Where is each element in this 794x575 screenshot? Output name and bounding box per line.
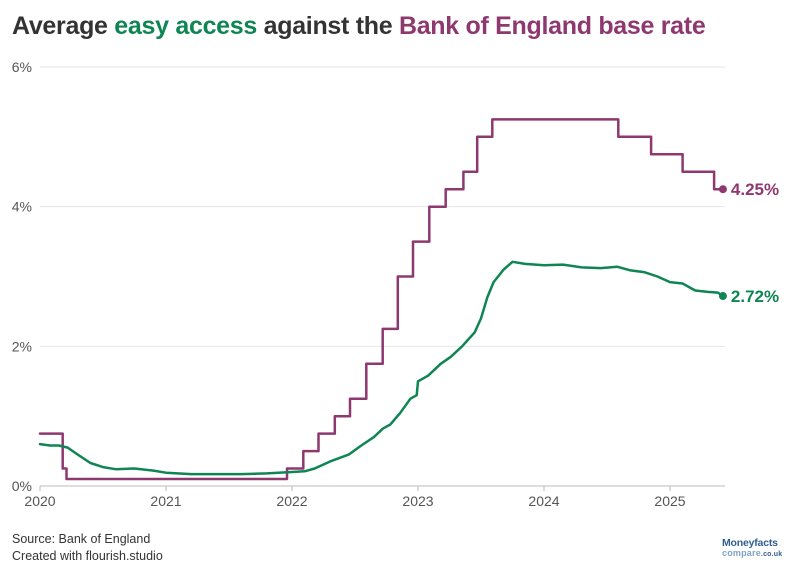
- logo-line-1: Moneyfacts: [722, 537, 778, 549]
- x-tick-label: 2021: [150, 493, 181, 509]
- x-tick-label: 2022: [276, 493, 307, 509]
- easy-access-end-point: [718, 292, 727, 301]
- base-rate-end-point: [718, 185, 727, 194]
- y-tick-label: 6%: [12, 59, 32, 75]
- logo-line-2: compare.co.uk: [722, 548, 782, 560]
- flourish-credit[interactable]: Created with flourish.studio: [12, 549, 163, 563]
- easy-access-end-label: 2.72%: [731, 287, 779, 306]
- gridlines: [40, 66, 725, 347]
- x-tick-label: 2023: [402, 493, 433, 509]
- y-tick-label: 2%: [12, 338, 32, 354]
- logo-domain: .co.uk: [760, 551, 783, 558]
- series: [38, 118, 727, 481]
- x-tick-label: 2020: [24, 493, 55, 509]
- logo-compare: compare: [722, 548, 761, 558]
- footer: Source: Bank of England Created with flo…: [12, 531, 163, 565]
- title-part-against: against the: [256, 12, 399, 40]
- source-note: Source: Bank of England: [12, 532, 151, 546]
- chart-title: Average easy access against the Bank of …: [12, 12, 706, 41]
- base-rate-end-label: 4.25%: [731, 180, 779, 199]
- x-tick-label: 2025: [654, 493, 685, 509]
- title-part-easy-access: easy access: [114, 12, 257, 40]
- title-part-average: Average: [12, 12, 115, 40]
- axes: 0% 2% 4% 6% 2020 2021 2022 2023 2024 2025: [12, 59, 725, 509]
- x-tick-label: 2024: [528, 493, 559, 509]
- moneyfacts-logo[interactable]: Moneyfacts compare.co.uk: [722, 538, 782, 560]
- end-labels: 4.25% 2.72%: [731, 180, 779, 306]
- easy-access-line: [38, 260, 725, 476]
- title-part-base-rate: Bank of England base rate: [398, 12, 706, 40]
- y-tick-label: 4%: [12, 199, 32, 215]
- base-rate-line: [38, 118, 725, 481]
- y-tick-label: 0%: [12, 478, 32, 494]
